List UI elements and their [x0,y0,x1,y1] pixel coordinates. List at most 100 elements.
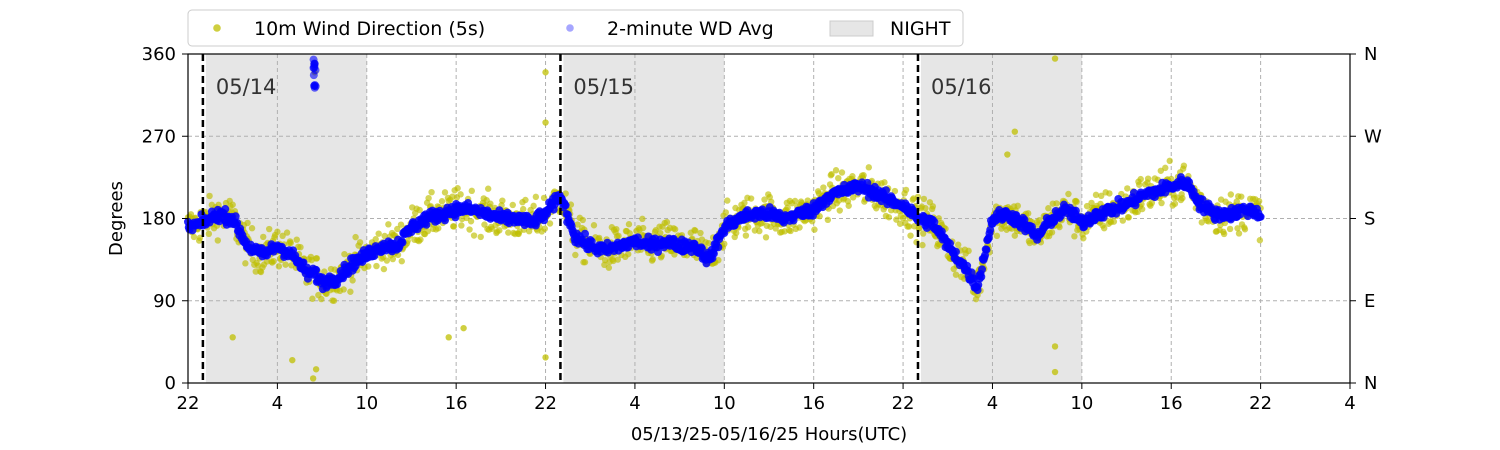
wind-direction-point [389,255,397,263]
wind-direction-point [742,232,750,239]
wind-direction-point [428,188,435,196]
y-tick-label: 0 [165,373,176,394]
wind-direction-point [1098,192,1105,200]
wind-direction-point [791,197,799,205]
x-tick-label: 4 [1344,393,1355,414]
wind-direction-point [1138,205,1146,213]
wind-direction-point [756,227,763,235]
wind-direction-point [1045,205,1052,212]
wind-direction-point [321,268,328,275]
wind-direction-point [741,199,748,207]
series-wd-2min-avg [184,55,1265,295]
wind-direction-point [499,197,506,204]
compass-tick-label: N [1364,373,1377,394]
wind-direction-point [398,258,405,265]
wind-direction-point [1053,200,1060,207]
data-points [184,55,1265,382]
wind-direction-point [383,257,391,264]
wind-direction-point [762,234,770,241]
wind-direction-point [394,225,401,233]
wind-direction-point [820,184,827,191]
wind-direction-point [519,205,527,213]
wind-direction-point [920,195,928,203]
y-axis-label: Degrees [106,181,127,256]
wind-direction-point [340,286,347,293]
wind-direction-point [881,179,888,186]
wind-direction-point [724,197,731,204]
legend: 10m Wind Direction (5s) 2-minute WD Avg NI… [187,9,964,47]
wind-direction-point [416,206,423,214]
wind-direction-point [441,189,449,196]
wind-direction-point [1158,199,1165,207]
wind-direction-point [722,209,729,216]
x-tick-label: 22 [534,393,557,414]
wind-direction-outlier-point [542,354,549,361]
wind-direction-point [487,200,494,207]
x-tick-label: 4 [987,393,998,414]
wind-direction-point [397,221,405,228]
wind-direction-point [626,230,633,237]
compass-tick-label: N [1364,44,1377,65]
wind-direction-point [562,190,569,197]
wind-direction-point [275,263,283,270]
wind-direction-point [590,222,598,229]
wind-direction-point [546,220,554,227]
wind-direction-point [484,185,492,192]
wind-direction-point [905,223,913,230]
wind-direction-point [692,227,699,234]
legend-label: 10m Wind Direction (5s) [254,18,485,40]
wind-direction-point [784,204,791,211]
legend-box [187,9,964,47]
wind-direction-point [509,201,516,209]
wind-direction-point [581,259,589,266]
wind-direction-point [347,288,354,295]
wind-direction-point [263,258,271,265]
wind-direction-point [242,260,249,267]
wd-avg-point [310,80,319,89]
wind-direction-point [796,224,803,231]
wind-direction-point [952,271,960,278]
wind-direction-point [330,297,338,304]
x-axis-label: 05/13/25-05/16/25 Hours(UTC) [631,424,907,445]
wind-direction-point [891,187,899,195]
wind-direction-point [282,261,289,268]
wind-direction-outlier-point [1004,151,1011,158]
wind-direction-point [1119,217,1127,224]
wd-avg-point [978,265,987,274]
wind-direction-point [579,216,586,224]
compass-tick-label: E [1364,291,1375,312]
wind-direction-point [287,239,294,247]
wind-direction-point [747,195,755,202]
wind-direction-point [1065,190,1072,198]
wind-direction-point [1179,194,1186,202]
wind-direction-point [836,207,843,214]
wind-direction-point [1014,202,1021,210]
wind-direction-point [1048,229,1056,236]
day-label: 05/16 [931,75,992,99]
wd-avg-point [697,244,706,253]
wind-direction-outlier-point [229,334,236,341]
wd-avg-point [881,186,890,195]
wind-direction-point [1180,162,1188,169]
wind-direction-point [1036,216,1043,224]
wind-direction-outlier-point [312,366,320,373]
wind-direction-point [1168,175,1175,183]
x-tick-label: 22 [177,393,200,414]
wd-avg-point [1198,195,1207,204]
wind-direction-point [205,230,213,238]
wind-direction-point [1100,224,1108,232]
wd-avg-point [977,272,986,281]
wind-direction-point [639,215,646,223]
y-tick-label: 360 [142,44,176,65]
wind-direction-point [522,196,529,204]
wind-direction-point [380,265,388,273]
wind-direction-point [1234,225,1241,232]
wind-direction-point [605,264,613,271]
wind-direction-outlier-point [1051,55,1059,62]
wind-direction-point [1125,214,1132,221]
y-tick-label: 180 [142,209,176,230]
wind-direction-outlier-point [460,324,467,332]
wind-direction-point [1080,235,1087,242]
wind-direction-point [214,237,221,244]
wind-direction-point [477,233,484,241]
